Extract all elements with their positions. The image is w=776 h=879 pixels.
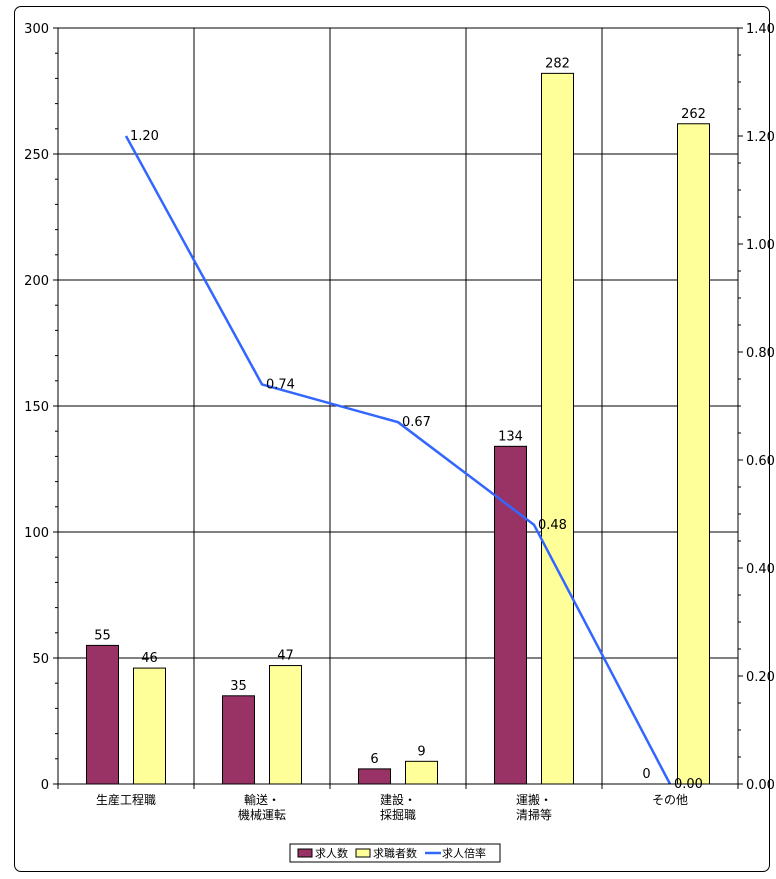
bar-求職者数 [405, 760, 438, 785]
bar-求人数 [358, 768, 391, 785]
legend-label: 求人数 [315, 847, 348, 860]
left-tick-label: 50 [32, 652, 49, 667]
chart-frame [14, 6, 770, 872]
bar-data-label: 55 [94, 628, 111, 643]
category-label: 輸送・ [244, 792, 280, 807]
left-tick-label: 200 [24, 274, 49, 289]
category-label: 運搬・ [516, 792, 552, 807]
right-tick-label: 0.60 [746, 454, 775, 469]
bar-data-label: 35 [230, 679, 247, 694]
line-data-label: 0.00 [674, 777, 703, 792]
legend-swatch-求人数 [297, 848, 313, 858]
right-tick-label: 0.80 [746, 346, 775, 361]
bar-data-label: 9 [417, 744, 425, 759]
bar-data-label: 0 [642, 767, 650, 782]
left-tick-label: 250 [24, 148, 49, 163]
bar-求職者数 [677, 123, 710, 785]
bar-data-label: 282 [545, 56, 570, 71]
bar-data-label: 47 [277, 649, 294, 664]
legend: 求人数 求職者数 求人倍率 [289, 843, 501, 863]
line-data-label: 0.74 [266, 377, 295, 392]
bars [86, 72, 710, 785]
legend-swatch-求職者数 [355, 848, 371, 858]
line-data-label: 0.48 [538, 518, 567, 533]
category-label: 建設・ [380, 792, 416, 807]
left-tick-label: 150 [24, 400, 49, 415]
category-label: その他 [652, 793, 688, 807]
right-tick-label: 1.20 [746, 130, 775, 145]
left-tick-label: 0 [41, 778, 49, 793]
legend-label: 求職者数 [373, 847, 417, 860]
bar-求人数 [86, 644, 119, 785]
line-data-label: 1.20 [130, 129, 159, 144]
category-label: 生産工程職 [96, 792, 156, 807]
left-tick-label: 300 [24, 22, 49, 37]
category-label: 採掘職 [380, 807, 416, 822]
right-tick-label: 0.00 [746, 778, 775, 793]
bar-求職者数 [541, 72, 574, 785]
legend-label: 求人倍率 [442, 846, 486, 860]
legend-box [289, 843, 501, 863]
bar-求職者数 [133, 667, 166, 785]
bar-data-label: 6 [370, 752, 378, 767]
bar-data-label: 262 [681, 107, 706, 122]
bar-data-label: 134 [498, 429, 523, 444]
right-tick-label: 0.20 [746, 670, 775, 685]
line-series [124, 135, 672, 785]
right-tick-label: 1.00 [746, 238, 775, 253]
line-求人倍率 [124, 135, 672, 785]
category-label: 清掃等 [516, 807, 552, 822]
bar-求人数 [494, 445, 527, 785]
bar-求職者数 [269, 665, 302, 785]
bar-求人数 [222, 695, 255, 785]
category-label: 機械運転 [238, 807, 286, 822]
bar-data-label: 46 [141, 651, 158, 666]
line-data-label: 0.67 [402, 415, 431, 430]
right-tick-label: 0.40 [746, 562, 775, 577]
right-tick-label: 1.40 [746, 22, 775, 37]
left-tick-label: 100 [24, 526, 49, 541]
data-labels: 55 35 6 134 0 46 47 9 282 262 1.20 0.74 0.67 0.48 0.00 [94, 56, 706, 792]
grid [58, 27, 738, 784]
axes: 0 50 100 150 200 250 300 0.00 0.20 0.40 0.60 0.80 1.… [24, 22, 775, 822]
